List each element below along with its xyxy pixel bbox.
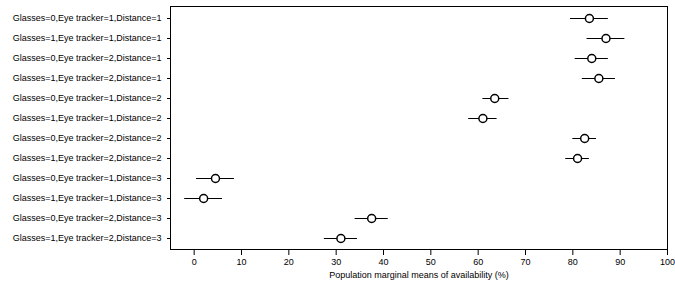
svg-text:Glasses=1,Eye tracker=1,Distan: Glasses=1,Eye tracker=1,Distance=3 <box>13 193 162 203</box>
svg-text:30: 30 <box>331 257 341 267</box>
svg-text:10: 10 <box>236 257 246 267</box>
svg-text:100: 100 <box>660 257 675 267</box>
svg-text:80: 80 <box>568 257 578 267</box>
svg-text:Population marginal means of a: Population marginal means of availabilit… <box>329 270 509 280</box>
svg-text:40: 40 <box>378 257 388 267</box>
svg-text:60: 60 <box>473 257 483 267</box>
svg-text:Glasses=1,Eye tracker=1,Distan: Glasses=1,Eye tracker=1,Distance=2 <box>13 113 162 123</box>
svg-text:Glasses=0,Eye tracker=2,Distan: Glasses=0,Eye tracker=2,Distance=2 <box>13 133 162 143</box>
svg-text:Glasses=1,Eye tracker=2,Distan: Glasses=1,Eye tracker=2,Distance=3 <box>13 233 162 243</box>
svg-text:Glasses=0,Eye tracker=1,Distan: Glasses=0,Eye tracker=1,Distance=2 <box>13 93 162 103</box>
svg-text:70: 70 <box>520 257 530 267</box>
svg-text:Glasses=0,Eye tracker=1,Distan: Glasses=0,Eye tracker=1,Distance=3 <box>13 173 162 183</box>
svg-text:Glasses=1,Eye tracker=1,Distan: Glasses=1,Eye tracker=1,Distance=1 <box>13 33 162 43</box>
svg-text:20: 20 <box>284 257 294 267</box>
svg-text:90: 90 <box>615 257 625 267</box>
svg-text:Glasses=1,Eye tracker=2,Distan: Glasses=1,Eye tracker=2,Distance=2 <box>13 153 162 163</box>
svg-text:Glasses=0,Eye tracker=1,Distan: Glasses=0,Eye tracker=1,Distance=1 <box>13 13 162 23</box>
svg-text:Glasses=0,Eye tracker=2,Distan: Glasses=0,Eye tracker=2,Distance=1 <box>13 53 162 63</box>
svg-text:Glasses=1,Eye tracker=2,Distan: Glasses=1,Eye tracker=2,Distance=1 <box>13 73 162 83</box>
svg-text:50: 50 <box>426 257 436 267</box>
svg-text:Glasses=0,Eye tracker=2,Distan: Glasses=0,Eye tracker=2,Distance=3 <box>13 213 162 223</box>
svg-text:0: 0 <box>192 257 197 267</box>
